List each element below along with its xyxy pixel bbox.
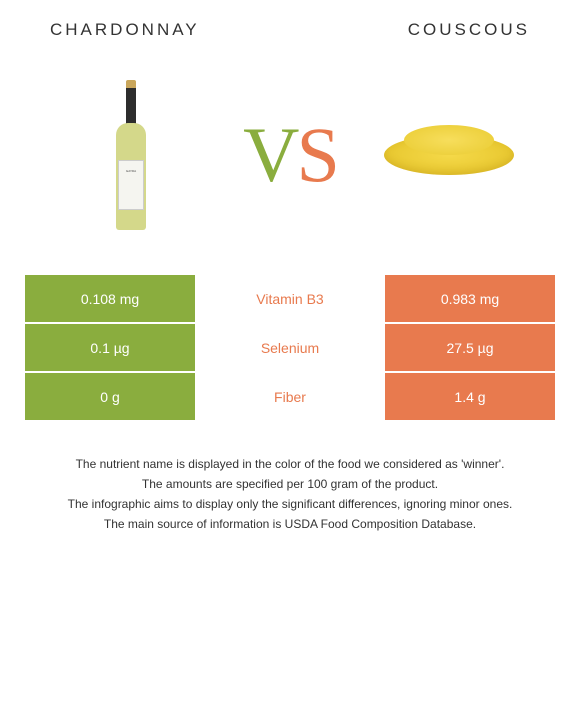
comparison-table: 0.108 mg Vitamin B3 0.983 mg 0.1 µg Sele… (0, 275, 580, 420)
images-row: GAYDA VS (0, 65, 580, 245)
left-value-cell: 0 g (25, 373, 195, 420)
footer-notes: The nutrient name is displayed in the co… (0, 455, 580, 533)
right-food-title: COUSCOUS (408, 20, 530, 40)
left-food-image: GAYDA (61, 75, 201, 235)
vs-s-letter: S (296, 111, 336, 198)
header-row: CHARDONNAY COUSCOUS (0, 20, 580, 40)
right-value-cell: 27.5 µg (385, 324, 555, 371)
vs-text: VS (243, 110, 337, 200)
nutrient-name-cell: Selenium (195, 324, 385, 371)
left-food-title: CHARDONNAY (50, 20, 200, 40)
right-food-image (379, 75, 519, 235)
left-value-cell: 0.1 µg (25, 324, 195, 371)
wine-bottle-icon: GAYDA (116, 80, 146, 230)
table-row: 0.1 µg Selenium 27.5 µg (25, 324, 555, 371)
footer-note-3: The infographic aims to display only the… (30, 495, 550, 513)
bottle-label: GAYDA (118, 160, 144, 210)
footer-note-2: The amounts are specified per 100 gram o… (30, 475, 550, 493)
infographic-container: CHARDONNAY COUSCOUS GAYDA VS (0, 0, 580, 555)
vs-v-letter: V (243, 111, 296, 198)
nutrient-name-cell: Fiber (195, 373, 385, 420)
footer-note-4: The main source of information is USDA F… (30, 515, 550, 533)
table-row: 0.108 mg Vitamin B3 0.983 mg (25, 275, 555, 322)
table-row: 0 g Fiber 1.4 g (25, 373, 555, 420)
footer-note-1: The nutrient name is displayed in the co… (30, 455, 550, 473)
nutrient-name-cell: Vitamin B3 (195, 275, 385, 322)
right-value-cell: 0.983 mg (385, 275, 555, 322)
right-value-cell: 1.4 g (385, 373, 555, 420)
left-value-cell: 0.108 mg (25, 275, 195, 322)
couscous-icon (379, 125, 519, 185)
